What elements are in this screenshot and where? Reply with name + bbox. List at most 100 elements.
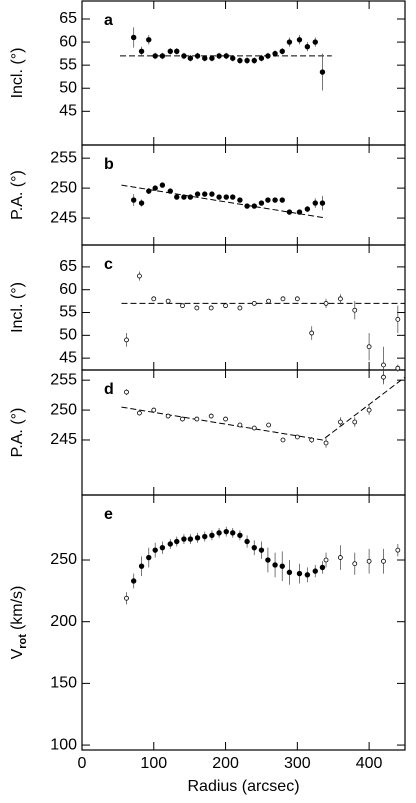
data-point (124, 337, 129, 343)
plot-frame (81, 0, 406, 146)
data-point (209, 55, 215, 61)
data-point (366, 344, 372, 350)
data-point (265, 197, 271, 203)
data-point (180, 416, 185, 422)
y-tick-label: 65 (59, 10, 77, 27)
panel-label: d (104, 381, 114, 398)
data-point (381, 558, 386, 564)
data-point (294, 296, 300, 302)
data-point (323, 440, 329, 446)
x-axis-label: Radius (arcsec) (187, 778, 299, 795)
data-point (194, 305, 200, 311)
panel-label: c (104, 256, 113, 273)
data-point (223, 194, 229, 200)
data-point (258, 200, 265, 206)
data-point (337, 296, 343, 302)
y-tick-label: 55 (59, 56, 77, 73)
x-tick-label: 300 (284, 755, 311, 772)
y-label-sub: rot (17, 634, 29, 649)
data-point (395, 365, 401, 371)
data-point (174, 48, 180, 55)
data-point (286, 39, 293, 45)
model-line (121, 184, 327, 219)
y-tick-label: 245 (50, 431, 77, 448)
data-point (312, 39, 318, 45)
data-point (323, 557, 329, 563)
data-point (187, 536, 194, 542)
data-point (130, 34, 137, 41)
y-tick-label: 45 (59, 349, 77, 366)
data-point (395, 547, 401, 553)
data-point (309, 437, 315, 443)
panel-label: e (104, 506, 113, 523)
y-label-main: V (9, 648, 26, 659)
data-point (208, 413, 214, 419)
data-point (202, 533, 208, 540)
y-tick-label: 150 (50, 675, 77, 692)
data-point (167, 48, 173, 55)
plot-frame (81, 494, 406, 751)
y-axis-label: Vrot (km/s) (9, 586, 29, 660)
data-point (137, 410, 142, 416)
data-point (319, 564, 326, 571)
data-point (251, 300, 257, 306)
data-point (381, 374, 386, 380)
data-point (159, 544, 166, 551)
y-label-unit: (km/s) (9, 586, 26, 630)
data-point (304, 572, 311, 578)
data-point (258, 55, 265, 61)
data-point (352, 561, 358, 567)
y-tick-label: 60 (59, 33, 77, 50)
data-point (381, 362, 386, 368)
data-point (294, 434, 300, 440)
y-axis-label: Incl. (°) (9, 48, 26, 99)
data-point (244, 57, 250, 64)
x-tick-label: 400 (356, 755, 383, 772)
data-point (230, 55, 236, 61)
y-tick-label: 100 (50, 736, 77, 753)
data-point (216, 530, 222, 536)
data-point (124, 595, 129, 601)
data-point (167, 541, 173, 547)
data-point (296, 37, 303, 43)
data-point (312, 568, 318, 574)
data-point (181, 194, 187, 200)
data-point (174, 194, 180, 200)
data-point (366, 558, 372, 564)
data-point (223, 53, 229, 59)
y-tick-label: 50 (59, 327, 77, 344)
data-point (130, 197, 137, 203)
y-tick-label: 60 (59, 281, 77, 298)
y-tick-label: 250 (50, 179, 77, 196)
data-point (265, 557, 271, 563)
data-point (167, 188, 173, 194)
x-tick-label: 100 (140, 755, 167, 772)
data-point (137, 273, 142, 279)
data-point (152, 547, 158, 553)
data-point (352, 419, 358, 425)
data-point (181, 536, 187, 542)
data-point (216, 53, 222, 59)
data-point (209, 532, 215, 539)
y-tick-label: 245 (50, 209, 77, 226)
data-point (237, 197, 243, 203)
y-tick-label: 55 (59, 304, 77, 321)
data-point (280, 296, 286, 302)
data-point (265, 53, 271, 59)
data-point (258, 547, 265, 553)
data-point (165, 298, 171, 304)
plot-frame (81, 369, 406, 496)
data-point (304, 206, 311, 212)
data-point (165, 413, 171, 419)
data-point (251, 544, 257, 551)
data-point (138, 200, 145, 206)
data-point (146, 37, 152, 43)
y-tick-label: 250 (50, 401, 77, 418)
data-point (194, 416, 200, 422)
data-point (319, 69, 326, 75)
data-point (286, 209, 293, 215)
x-tick-label: 200 (212, 755, 239, 772)
data-point (337, 555, 343, 560)
data-point (279, 48, 285, 55)
data-point (230, 194, 236, 200)
